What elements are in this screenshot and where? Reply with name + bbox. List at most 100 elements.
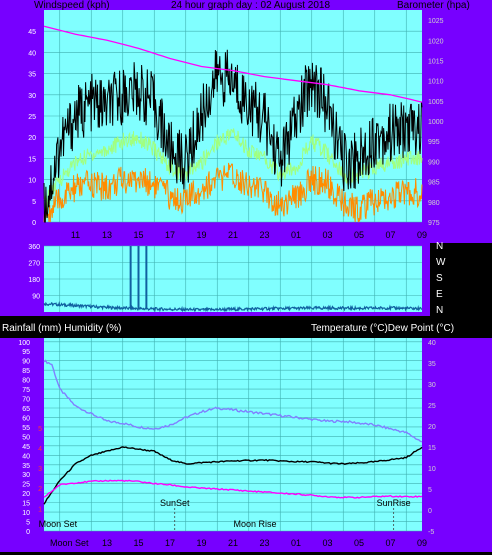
bot-left-tick-label: 90 <box>22 359 30 366</box>
bot-left-tick-label: 85 <box>22 368 30 375</box>
top-right-tick-label: 1020 <box>428 38 444 45</box>
bot-left-tick-label: 30 <box>22 472 30 479</box>
bot-x-tick-label: 07 <box>385 538 395 548</box>
bot-left-tick-label: 25 <box>22 482 30 489</box>
bot-left-tick-label: 35 <box>22 463 30 470</box>
bot-right-tick-label: 0 <box>428 508 432 515</box>
moon-marker-label: Moon Set <box>39 519 78 529</box>
bot-x-tick-label: 21 <box>228 538 238 548</box>
rain-tick-label: 1 <box>38 506 42 513</box>
bot-x-tick-label: 01 <box>291 538 301 548</box>
top-left-axis-label: Windspeed (kph) <box>34 0 110 11</box>
humidity-line <box>43 359 423 443</box>
top-x-tick-label: 23 <box>259 230 269 240</box>
sun-marker-label: SunSet <box>160 498 190 508</box>
top-left-tick-label: 0 <box>32 220 36 227</box>
bot-left-tick-label: 0 <box>26 529 30 536</box>
moon-marker-label: Moon Rise <box>234 519 277 529</box>
wind-direction-line <box>43 301 423 313</box>
bot-right-tick-label: 40 <box>428 340 436 347</box>
mid-left-tick-label: 270 <box>28 261 40 268</box>
top-x-tick-label: 09 <box>417 230 427 240</box>
top-left-tick-label: 35 <box>28 72 36 79</box>
mid-left-tick-label: 360 <box>28 244 40 251</box>
top-right-tick-label: 980 <box>428 200 440 207</box>
top-x-tick-label: 21 <box>228 230 238 240</box>
top-chart-title: 24 hour graph day : 02 August 2018 <box>171 0 330 11</box>
top-right-tick-label: 1000 <box>428 119 444 126</box>
bot-x-tick-label: 13 <box>102 538 112 548</box>
bot-left-tick-label: 10 <box>22 510 30 517</box>
bot-left-tick-label: 55 <box>22 425 30 432</box>
bot-right-tick-label: 5 <box>428 487 432 494</box>
bot-left-tick-label: 80 <box>22 378 30 385</box>
bot-right-tick-label: -5 <box>428 529 434 536</box>
bottom-left-axis-label: Rainfall (mm) Humidity (%) <box>2 323 121 334</box>
bot-x-tick-label: 09 <box>417 538 427 548</box>
windspeed-avg-orange-line <box>43 162 423 223</box>
top-x-tick-label: 19 <box>196 230 206 240</box>
bot-x-tick-label: 17 <box>165 538 175 548</box>
top-x-tick-label: 07 <box>385 230 395 240</box>
top-right-tick-label: 990 <box>428 159 440 166</box>
bot-left-tick-label: 70 <box>22 397 30 404</box>
top-x-tick-label: 13 <box>102 230 112 240</box>
top-left-tick-label: 25 <box>28 114 36 121</box>
rain-tick-label: 2 <box>38 486 42 493</box>
top-right-tick-label: 1005 <box>428 99 444 106</box>
bot-left-tick-label: 100 <box>18 340 30 347</box>
top-x-tick-label: 11 <box>71 230 80 240</box>
direction-label: S <box>436 273 443 284</box>
bot-left-tick-label: 65 <box>22 406 30 413</box>
rain-tick-label: 5 <box>38 426 42 433</box>
top-left-tick-label: 10 <box>28 178 36 185</box>
top-x-tick-label: 15 <box>133 230 143 240</box>
bot-x-tick-label: 03 <box>322 538 332 548</box>
bot-x-tick-label: 05 <box>354 538 364 548</box>
bot-x-tick-label: 15 <box>133 538 143 548</box>
bot-right-tick-label: 30 <box>428 382 436 389</box>
bot-left-tick-label: 95 <box>22 349 30 356</box>
top-x-tick-label: 05 <box>354 230 364 240</box>
top-x-tick-label: 17 <box>165 230 175 240</box>
mid-left-tick-label: 180 <box>28 277 40 284</box>
direction-label: W <box>436 257 446 268</box>
top-left-tick-label: 40 <box>28 50 36 57</box>
rain-tick-label: 4 <box>38 446 42 453</box>
top-right-tick-label: 1010 <box>428 79 444 86</box>
bot-left-tick-label: 45 <box>22 444 30 451</box>
bot-left-tick-label: 75 <box>22 387 30 394</box>
windspeed-gust-line <box>43 49 423 223</box>
bot-right-tick-label: 15 <box>428 445 436 452</box>
top-right-tick-label: 975 <box>428 220 440 227</box>
bottom-plot-area <box>44 338 422 531</box>
bot-right-tick-label: 35 <box>428 361 436 368</box>
top-left-tick-label: 20 <box>28 135 36 142</box>
top-x-tick-label: 01 <box>291 230 301 240</box>
top-right-tick-label: 995 <box>428 139 440 146</box>
top-right-axis-label: Barometer (hpa) <box>397 0 470 11</box>
bottom-right-axis-label: Temperature (°C)Dew Point (°C) <box>311 323 454 334</box>
bot-right-tick-label: 25 <box>428 403 436 410</box>
bot-left-tick-label: 60 <box>22 415 30 422</box>
bot-left-tick-label: 15 <box>22 501 30 508</box>
direction-label: E <box>436 289 443 300</box>
sun-marker-label: SunRise <box>377 498 411 508</box>
top-right-tick-label: 985 <box>428 180 440 187</box>
bot-left-tick-label: 40 <box>22 453 30 460</box>
top-left-tick-label: 15 <box>28 156 36 163</box>
direction-label: N <box>436 305 443 316</box>
direction-label: N <box>436 241 443 252</box>
top-left-tick-label: 45 <box>28 29 36 36</box>
moon-set-caption: Moon Set <box>50 538 89 548</box>
top-left-tick-label: 30 <box>28 93 36 100</box>
bot-left-tick-label: 50 <box>22 434 30 441</box>
bot-left-tick-label: 5 <box>26 520 30 527</box>
mid-left-tick-label: 90 <box>32 294 40 301</box>
barometer-line <box>43 25 423 103</box>
bot-x-tick-label: 19 <box>196 538 206 548</box>
top-right-tick-label: 1025 <box>428 18 444 25</box>
bot-right-tick-label: 10 <box>428 466 436 473</box>
rain-tick-label: 3 <box>38 466 42 473</box>
